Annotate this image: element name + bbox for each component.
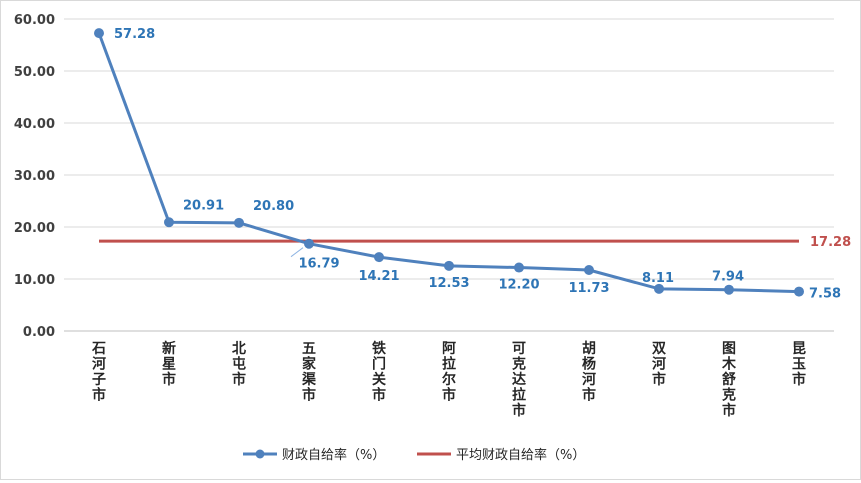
data-point-marker: [234, 217, 244, 228]
y-tick-label: 60.00: [14, 13, 55, 28]
fiscal-data-label: 16.79: [298, 257, 339, 272]
x-tick-label: 可克达拉市: [512, 341, 526, 419]
fiscal-data-label: 57.28: [114, 27, 155, 42]
data-point-marker: [584, 265, 594, 276]
x-tick-label: 石河子市: [91, 341, 106, 404]
data-point-marker: [794, 286, 804, 297]
fiscal-data-label: 8.11: [642, 271, 674, 286]
fiscal-series-line: [97, 32, 800, 294]
fiscal-data-label: 14.21: [358, 269, 399, 284]
data-point-marker: [164, 217, 174, 228]
fiscal-data-label: 7.58: [809, 287, 841, 302]
x-tick-label: 五家渠市: [301, 341, 317, 404]
data-point-marker: [374, 252, 384, 263]
fiscal-data-label: 11.73: [568, 281, 609, 296]
fiscal-data-label: 7.94: [712, 270, 744, 285]
fiscal-data-label: 20.91: [183, 198, 224, 213]
fiscal-data-label: 12.53: [428, 276, 469, 291]
fiscal-data-label: 20.80: [253, 199, 294, 214]
legend-label-average: 平均财政自给率（%）: [456, 447, 585, 463]
legend-marker-fiscal: [255, 449, 265, 459]
x-tick-label: 北屯市: [232, 341, 246, 388]
fiscal-data-label: 12.20: [498, 278, 539, 293]
y-tick-label: 20.00: [14, 221, 55, 236]
data-point-marker: [304, 238, 314, 249]
x-tick-label: 昆玉市: [792, 341, 806, 388]
data-point-marker: [724, 284, 734, 295]
data-point-marker: [94, 28, 104, 39]
average-data-label: 17.28: [810, 235, 851, 250]
legend-label-fiscal: 财政自给率（%）: [282, 447, 385, 463]
data-point-marker: [514, 262, 524, 273]
y-tick-label: 50.00: [14, 65, 55, 80]
x-tick-label: 阿拉尔市: [442, 341, 456, 404]
data-point-marker: [444, 260, 454, 271]
data-label-leader-line: [290, 247, 304, 258]
x-tick-label: 双河市: [652, 341, 666, 388]
x-tick-label: 图木舒克市: [721, 341, 737, 419]
data-point-marker: [654, 283, 664, 294]
y-tick-label: 0.00: [23, 325, 55, 340]
x-tick-label: 新星市: [162, 340, 176, 388]
x-tick-label: 胡杨河市: [582, 340, 596, 404]
y-tick-label: 40.00: [14, 117, 55, 132]
x-tick-label: 铁门关市: [372, 340, 386, 404]
y-tick-label: 30.00: [14, 169, 55, 184]
y-tick-label: 10.00: [14, 273, 55, 288]
